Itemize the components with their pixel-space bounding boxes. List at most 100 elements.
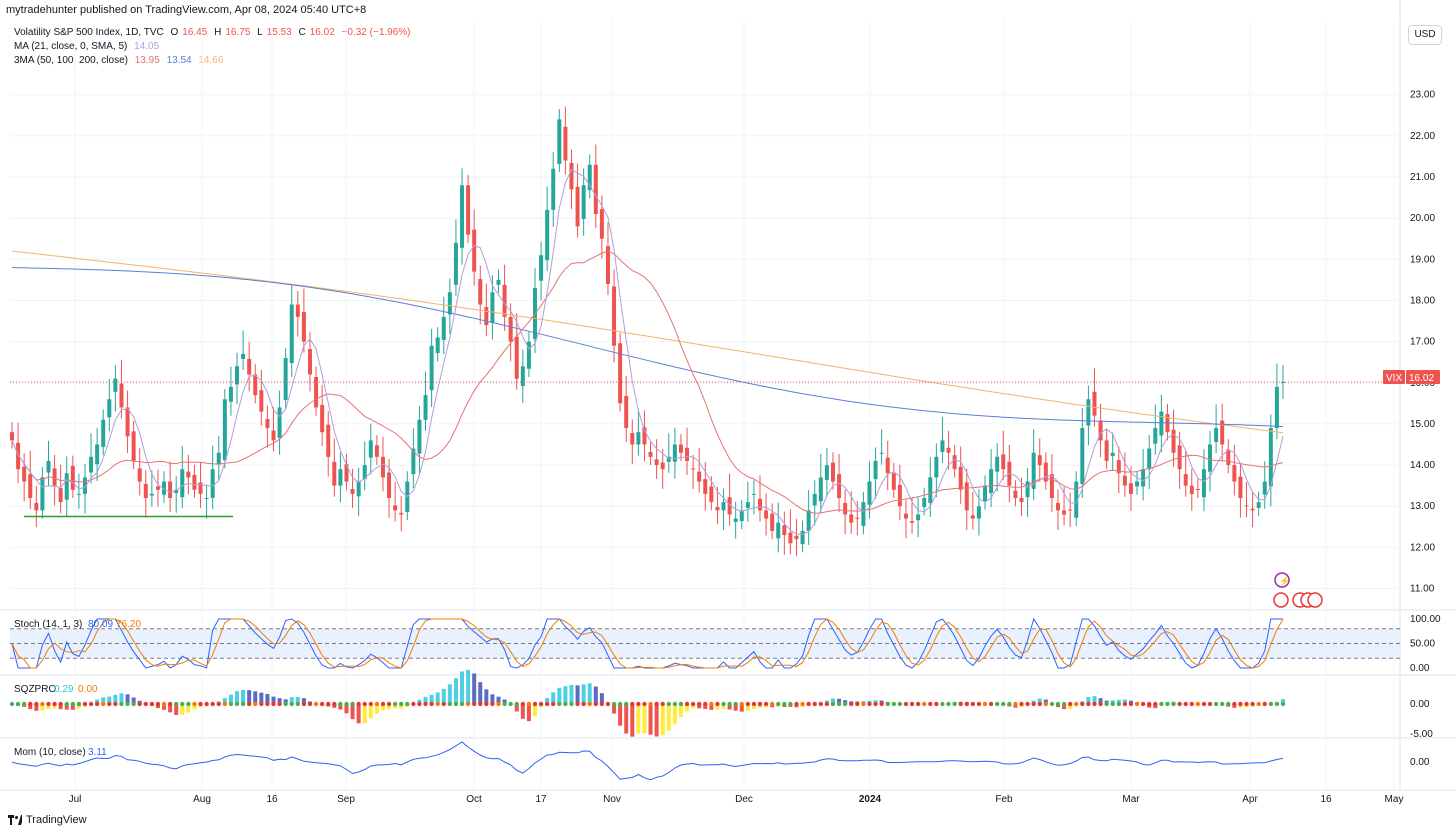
sqz-dot (1019, 701, 1024, 707)
symbol-title: Volatility S&P 500 Index, 1D, TVC (14, 27, 164, 38)
sqz-dot (70, 701, 76, 707)
sqz-dot (496, 701, 501, 707)
sqz-dot (861, 701, 866, 707)
candle-body (1049, 474, 1054, 498)
sqz-bar (1092, 696, 1097, 704)
candle-body (1043, 462, 1048, 482)
currency-button[interactable]: USD (1408, 25, 1442, 45)
tradingview-footer[interactable]: TradingView (8, 814, 87, 826)
sqz-bar (727, 704, 732, 710)
sqz-bar (435, 692, 440, 704)
price-tick-label: 11.00 (1410, 584, 1435, 595)
candle-body (727, 497, 732, 515)
candle-body (824, 465, 829, 480)
sqz-dot (88, 701, 94, 707)
price-tick-label: 15.00 (1410, 419, 1435, 430)
candle-body (301, 311, 306, 342)
sqz-dot (368, 701, 373, 707)
sqz-dot (903, 701, 909, 707)
candle-body (715, 507, 720, 511)
sqz-dot (1213, 701, 1219, 707)
candle-body (1195, 488, 1200, 490)
candle-body (1092, 391, 1097, 416)
sqz-dot (630, 701, 635, 707)
sqz-dot (1001, 701, 1006, 707)
candle-body (374, 445, 379, 457)
candle-body (429, 345, 434, 391)
sqz-dot (1055, 701, 1061, 707)
ma3-value-100: 13.54 (166, 55, 192, 66)
sqz-dot (800, 701, 805, 707)
sqz-bar (636, 704, 641, 734)
us-flag-event-icon (1273, 592, 1289, 608)
sqz-bar (1122, 699, 1127, 704)
candle-body (259, 390, 264, 412)
sqz-dot (672, 701, 678, 707)
price-tick-label: 21.00 (1410, 172, 1435, 183)
candle-body (1110, 452, 1115, 457)
time-tick-label: Oct (466, 794, 482, 805)
sqz-dot (1219, 701, 1225, 707)
candle-body (685, 447, 690, 461)
sqz-dot (721, 701, 726, 707)
candle-body (107, 399, 112, 418)
sqz-bar (569, 685, 574, 704)
stoch-title: Stoch (14, 1, 3) (14, 619, 82, 630)
stoch-d-line (11, 618, 1284, 669)
candle-body (794, 535, 799, 540)
sqz-bar (283, 699, 288, 704)
sqz-bar (642, 704, 647, 734)
candle-body (1201, 469, 1206, 498)
candle-body (502, 284, 507, 317)
sqz-dot (350, 701, 355, 707)
sqz-dot (751, 701, 757, 707)
sqz-value-a: 0.29 (54, 684, 74, 695)
candle-body (113, 378, 118, 392)
candle-body (678, 444, 683, 453)
sqz-dot (1195, 701, 1201, 707)
candle-body (28, 474, 33, 498)
sqz-bar (222, 698, 227, 704)
sqz-dot (794, 701, 799, 707)
sqz-dot (362, 701, 367, 707)
sqz-dot (301, 701, 307, 707)
candle-body (46, 460, 51, 473)
sqz-bar (119, 693, 124, 704)
sqz-bar (1086, 697, 1091, 704)
candle-body (496, 279, 501, 285)
axes: 23.0022.0021.0020.0019.0018.0017.0016.00… (69, 90, 1441, 805)
sqz-dot (532, 701, 538, 707)
event-icons[interactable]: ⚡ (1273, 572, 1323, 608)
price-tick-label: 13.00 (1410, 501, 1435, 512)
sqz-dot (1086, 701, 1091, 707)
sqz-bar (666, 704, 671, 731)
sqz-dot (520, 701, 526, 707)
candle-body (1128, 483, 1133, 494)
sqz-bar (581, 684, 586, 704)
candle-body (697, 471, 702, 482)
sqz-bar (630, 704, 635, 737)
sqz-dot (399, 701, 404, 707)
sqz-dot (216, 701, 221, 707)
candle-body (1068, 509, 1073, 511)
sqz-bar (374, 704, 379, 714)
candle-body (1171, 429, 1176, 453)
sqz-dot (605, 701, 611, 707)
sqz-dot (465, 701, 471, 707)
sqz-bar (685, 704, 690, 712)
sqz-dot (1074, 701, 1079, 707)
sqz-dot (988, 701, 994, 707)
sqz-bar (95, 699, 100, 704)
lightning-icon: ⚡ (1279, 575, 1290, 587)
stoch-k-line (11, 617, 1283, 669)
sqz-dot (82, 701, 88, 707)
sqz-dot (867, 701, 872, 707)
candle-body (70, 465, 75, 490)
candle-body (1037, 455, 1042, 466)
ma3-value-50: 13.95 (134, 55, 160, 66)
sqz-bar (259, 692, 264, 704)
sqz-bar (490, 694, 495, 704)
sqz-dot (690, 701, 696, 707)
sqz-dot (1250, 701, 1255, 707)
